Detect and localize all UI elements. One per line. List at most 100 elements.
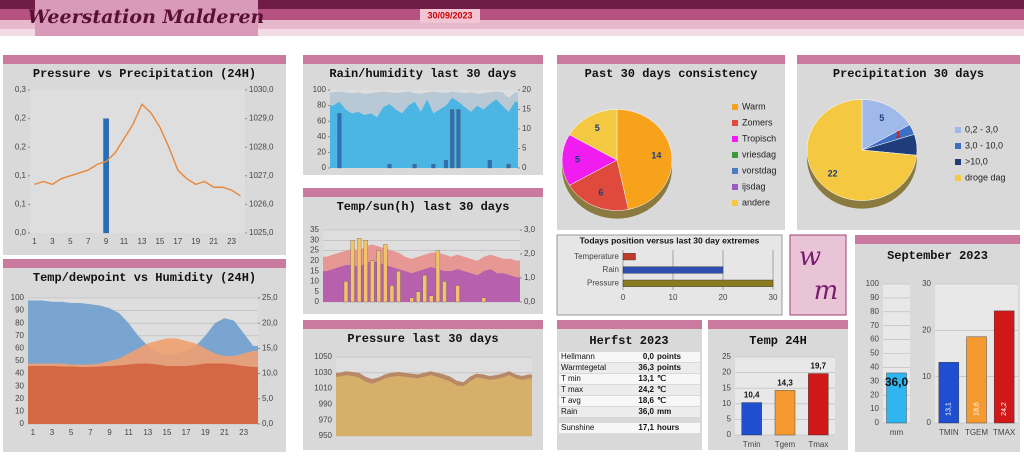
bar [481, 297, 487, 303]
data-label: 5 [879, 113, 884, 123]
y-tick-label: 90 [15, 306, 24, 315]
panel-title-bar [303, 188, 543, 197]
panel-title-bar [855, 235, 1020, 244]
y2-tick-label: 1028,0 [249, 142, 274, 151]
data-label: 14,3 [777, 378, 793, 387]
table-cell: 36,0 [638, 407, 654, 416]
y-tick-label: 20 [15, 394, 24, 403]
y-tick-label: 60 [317, 116, 326, 125]
y2-tick-label: 0,0 [524, 297, 536, 306]
y-tick-label: Temperature [574, 252, 619, 261]
x-tick-label: 23 [239, 428, 248, 437]
pie-slice [806, 99, 917, 201]
y2-tick-label: 1,0 [524, 273, 536, 282]
y-tick-label: 30 [870, 376, 879, 385]
table-cell: T min [561, 374, 581, 383]
y-tick-label: 25 [722, 352, 731, 361]
bar [370, 260, 375, 303]
bar [103, 118, 109, 234]
legend-swatch [955, 143, 961, 149]
x-tick-label: 20 [719, 293, 728, 302]
chart-title: Pressure last 30 days [347, 332, 498, 346]
table-row [559, 407, 700, 417]
panel-title-bar [3, 55, 286, 64]
table-cell: T avg [561, 396, 581, 405]
x-tick-label: TGEM [965, 428, 988, 437]
bar [350, 240, 355, 303]
table-cell: Rain [561, 407, 577, 416]
y-tick-label: 50 [15, 356, 24, 365]
y2-tick-label: 5,0 [262, 394, 274, 403]
y-tick-label: 70 [870, 321, 879, 330]
table-cell: 24,2 [638, 385, 654, 394]
chart-title: Rain/humidity last 30 days [329, 67, 516, 81]
area [330, 97, 518, 168]
header-band [0, 29, 1024, 36]
x-tick-label: 1 [31, 428, 36, 437]
x-tick-label: 9 [107, 428, 112, 437]
chart-title: Pressure vs Precipitation (24H) [33, 67, 256, 81]
table-title: Herfst 2023 [589, 334, 668, 348]
bar [622, 266, 724, 274]
y2-tick-label: 3,0 [524, 225, 536, 234]
legend-label: vorstdag [742, 165, 777, 175]
data-label: 13,1 [946, 402, 953, 416]
y-tick-label: 15 [310, 266, 319, 275]
y-tick-label: 20 [317, 148, 326, 157]
legend-swatch [732, 184, 738, 190]
legend-label: 3,0 - 10,0 [965, 140, 1003, 150]
bar [416, 291, 421, 303]
y-tick-label: 970 [319, 415, 333, 424]
bar [376, 250, 381, 303]
x-tick-label: mm [890, 428, 904, 437]
y-tick-label: 40 [317, 132, 326, 141]
table-cell: Sunshine [561, 423, 595, 432]
logo-letter: w [799, 242, 821, 272]
bar [741, 402, 762, 436]
y2-tick-label: 10,0 [262, 369, 278, 378]
legend-label: vriesdag [742, 149, 776, 159]
data-label: 5 [595, 123, 600, 133]
x-tick-label: 3 [50, 237, 55, 246]
y-tick-label: 20 [870, 390, 879, 399]
bar [622, 253, 636, 261]
table-row [559, 423, 700, 433]
page-title: Weerstation Malderen [28, 6, 265, 28]
pie-slice [569, 109, 618, 161]
legend-swatch [732, 136, 738, 142]
data-label: 14 [651, 151, 661, 161]
bar [774, 390, 796, 436]
y2-tick-label: 20 [522, 85, 531, 94]
legend-swatch [732, 152, 738, 158]
y-tick-label: 10 [870, 404, 879, 413]
legend-label: >10,0 [965, 156, 988, 166]
table-cell: ℃ [657, 374, 666, 383]
table-row [559, 385, 700, 395]
bar [886, 372, 907, 424]
y-tick-label: 10 [722, 399, 731, 408]
header-band [0, 0, 1024, 9]
pie-slice [616, 109, 673, 210]
x-tick-label: 7 [88, 428, 93, 437]
x-tick-label: 21 [209, 237, 218, 246]
x-tick-label: 7 [86, 237, 91, 246]
data-label: 36,0 [885, 375, 909, 389]
x-tick-label: 23 [227, 237, 236, 246]
x-tick-label: 15 [163, 428, 172, 437]
y2-tick-label: 1027,0 [249, 171, 274, 180]
y-tick-label: 5 [315, 287, 320, 296]
x-tick-label: 0 [621, 293, 626, 302]
x-tick-label: Tgem [775, 440, 796, 449]
y-tick-label: 0,0 [15, 228, 27, 237]
y-tick-label: 10 [922, 372, 931, 381]
y-tick-label: 70 [15, 331, 24, 340]
y-tick-label: 30 [922, 279, 931, 288]
legend-label: ijsdag [742, 181, 766, 191]
y-tick-label: 25 [310, 246, 319, 255]
y-tick-label: 10 [310, 277, 319, 286]
area [336, 375, 532, 436]
y-tick-label: Rain [603, 265, 619, 274]
table-cell: Hellmann [561, 352, 595, 361]
x-tick-label: 15 [155, 237, 164, 246]
table-cell: ℃ [657, 396, 666, 405]
